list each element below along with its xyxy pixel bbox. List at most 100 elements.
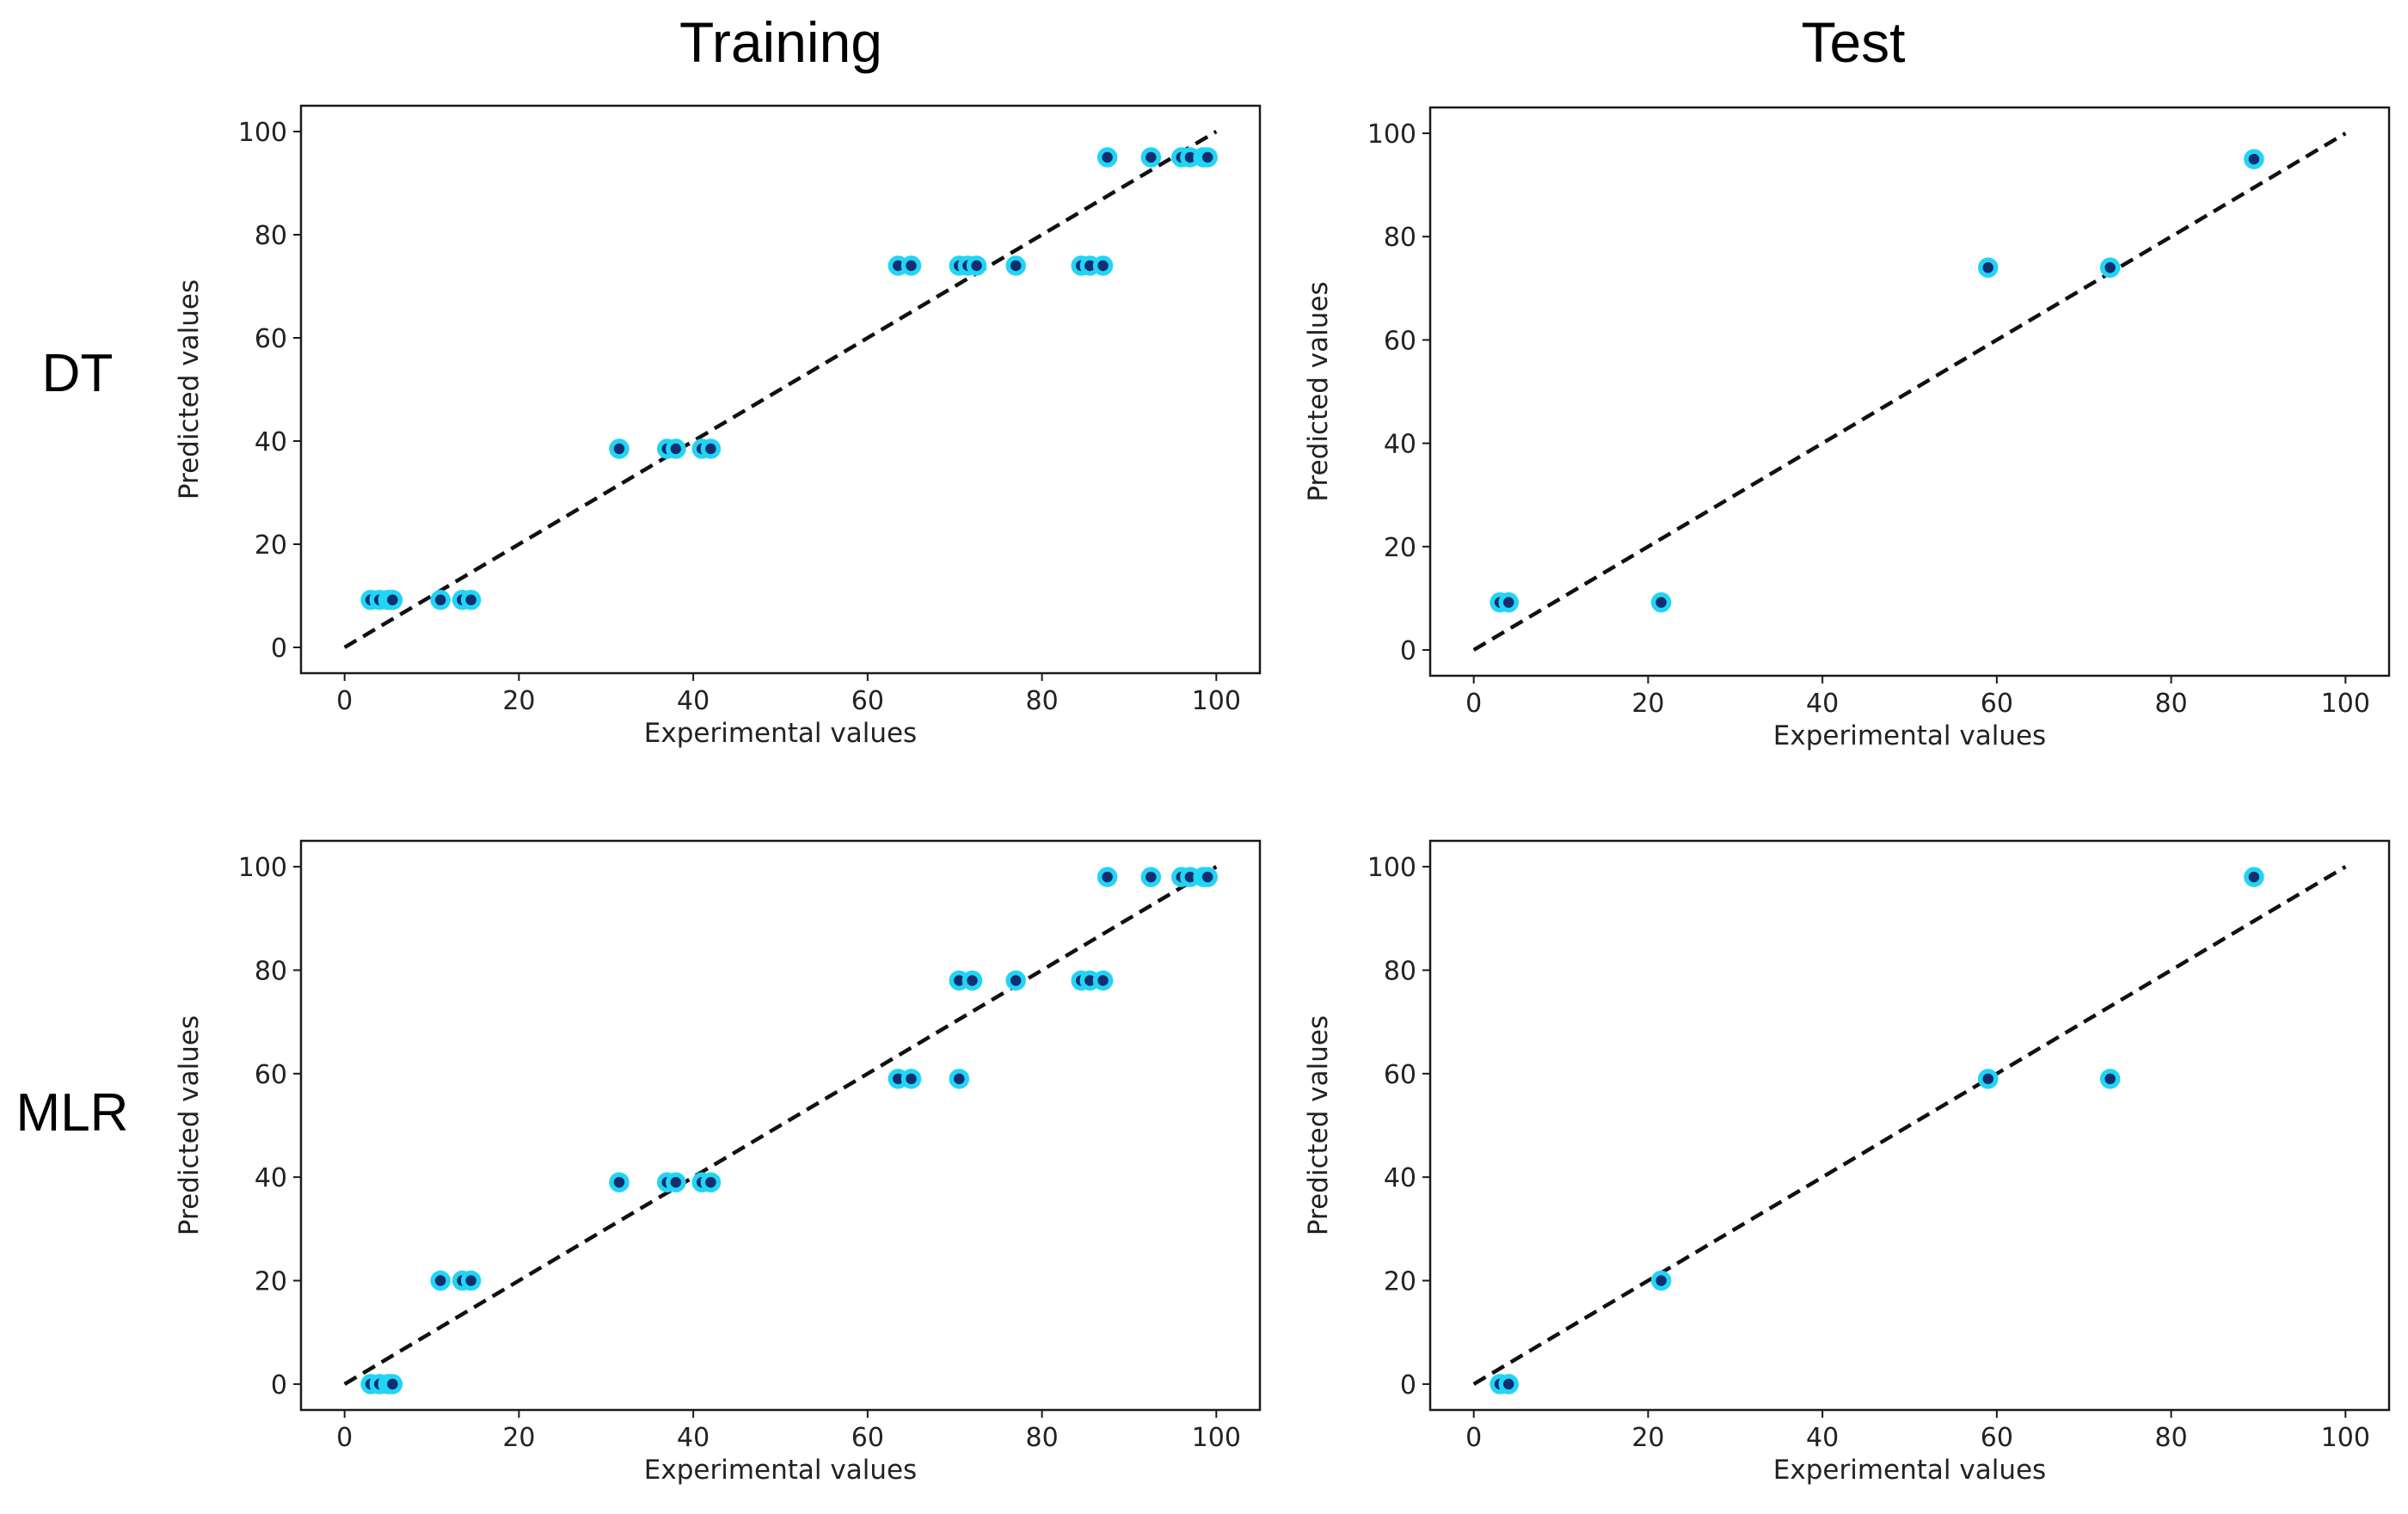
x-axis-label: Experimental values [1773, 720, 2046, 751]
identity-line [343, 130, 1218, 649]
y-axis-label: Predicted values [174, 1015, 205, 1235]
y-tick-label: 100 [238, 853, 287, 883]
data-point [460, 1270, 482, 1291]
data-point [1197, 867, 1218, 887]
data-point [430, 1270, 451, 1291]
x-tick-label: 0 [336, 1423, 353, 1453]
data-point [1005, 970, 1026, 991]
x-tick-label: 80 [2154, 689, 2187, 719]
plot-panel-mlr-training: 0 20 40 60 80 100 0 20 40 60 80 100 Experimental val… [174, 839, 1262, 1486]
data-point [1650, 1270, 1672, 1291]
y-tick-label: 40 [255, 1163, 287, 1193]
x-tick-label: 20 [1631, 689, 1664, 719]
x-tick-label: 20 [1631, 1423, 1664, 1453]
y-tick-label: 80 [255, 956, 287, 986]
y-tick-label: 20 [1384, 1267, 1416, 1297]
x-tick-label: 0 [336, 686, 353, 716]
x-tick-label: 0 [1465, 689, 1482, 719]
data-point [1498, 1374, 1519, 1394]
y-tick-label: 0 [1400, 1370, 1416, 1401]
data-point [900, 1069, 922, 1089]
plot-panel-dt-training: 0 20 40 60 80 100 0 20 40 60 80 100 Experimental val… [174, 104, 1262, 749]
y-tick-label: 80 [1384, 223, 1416, 253]
column-title-test: Test [1801, 10, 1905, 74]
data-point [666, 438, 686, 459]
y-tick-label: 40 [1384, 430, 1416, 460]
data-point [1977, 257, 1999, 279]
x-tick-label: 100 [2321, 1423, 2370, 1453]
x-tick-label: 80 [1025, 686, 1058, 716]
y-tick-label: 80 [255, 221, 287, 251]
x-tick-label: 20 [502, 686, 535, 716]
data-point [1096, 867, 1118, 887]
y-axis-label: Predicted values [174, 279, 205, 500]
data-point [2099, 257, 2121, 279]
y-tick-label: 20 [1384, 533, 1416, 563]
plot-panel-mlr-test: 0 20 40 60 80 100 0 20 40 60 80 100 Experimental val… [1303, 839, 2391, 1486]
y-tick-label: 20 [255, 1267, 287, 1297]
x-tick-label: 20 [502, 1423, 535, 1453]
x-tick-label: 0 [1465, 1423, 1482, 1453]
y-tick-label: 60 [1384, 1060, 1416, 1090]
plot-panel-dt-test: 0 20 40 60 80 100 0 20 40 60 80 100 Experimental val… [1303, 106, 2391, 751]
data-point [1005, 255, 1026, 276]
y-tick-label: 40 [255, 427, 287, 457]
x-axis-label: Experimental values [644, 1455, 917, 1486]
y-axis-label: Predicted values [1303, 1015, 1334, 1235]
x-tick-label: 40 [677, 686, 710, 716]
data-point [2099, 1069, 2121, 1089]
y-tick-label: 60 [255, 1060, 287, 1090]
data-point [460, 590, 482, 610]
y-tick-label: 100 [238, 118, 287, 148]
data-point [609, 1172, 630, 1192]
plot-frame [1428, 839, 2391, 1412]
data-point [1092, 255, 1114, 276]
data-point [609, 438, 630, 459]
data-point [1092, 970, 1114, 991]
data-point [430, 590, 451, 610]
data-point [2244, 149, 2264, 169]
data-point [2244, 867, 2264, 887]
x-tick-label: 100 [1192, 686, 1241, 716]
x-tick-label: 40 [1806, 689, 1839, 719]
identity-line [1472, 865, 2347, 1386]
x-tick-label: 60 [851, 1423, 884, 1453]
data-point [900, 255, 922, 276]
row-title-mlr: MLR [16, 1083, 129, 1143]
y-tick-label: 0 [1400, 636, 1416, 666]
y-tick-label: 100 [1367, 120, 1416, 150]
x-tick-label: 100 [1192, 1423, 1241, 1453]
y-tick-label: 80 [1384, 956, 1416, 986]
y-tick-label: 40 [1384, 1163, 1416, 1193]
x-axis-label: Experimental values [644, 718, 917, 749]
data-point [1197, 147, 1218, 168]
plot-frame [299, 104, 1262, 675]
row-title-dt: DT [42, 344, 114, 403]
x-tick-label: 40 [677, 1423, 710, 1453]
data-point [382, 1374, 403, 1394]
x-tick-label: 60 [1981, 689, 2013, 719]
data-point [700, 438, 722, 459]
identity-line [1472, 132, 2347, 652]
x-tick-label: 60 [851, 686, 884, 716]
identity-line [343, 865, 1218, 1386]
x-tick-label: 100 [2321, 689, 2370, 719]
column-title-training: Training [679, 10, 882, 74]
data-point [1140, 147, 1162, 168]
data-point [700, 1172, 722, 1192]
y-tick-label: 0 [271, 1370, 287, 1401]
y-tick-label: 20 [255, 530, 287, 561]
data-point [1140, 867, 1162, 887]
data-point [382, 590, 403, 610]
data-point [666, 1172, 686, 1192]
y-tick-label: 100 [1367, 853, 1416, 883]
plot-frame [1428, 106, 2391, 677]
data-point [1977, 1069, 1999, 1089]
data-point [966, 255, 987, 276]
y-tick-label: 60 [255, 324, 287, 354]
data-point [1650, 592, 1672, 613]
plot-frame [299, 839, 1262, 1412]
x-tick-label: 40 [1806, 1423, 1839, 1453]
x-tick-label: 80 [1025, 1423, 1058, 1453]
